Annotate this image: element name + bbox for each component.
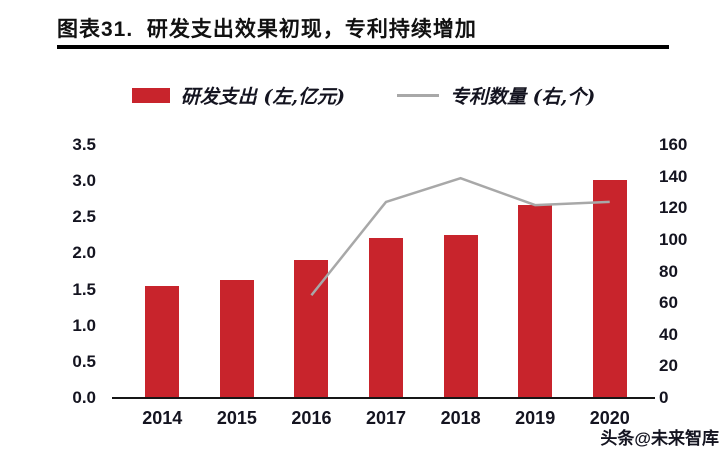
x-axis-label: 2017 (366, 408, 407, 428)
bar-2017 (369, 238, 403, 398)
axis-tick-label: 2.5 (72, 207, 96, 227)
x-axis-label: 2020 (589, 408, 630, 428)
axis-tick-label: 140 (659, 166, 688, 186)
axis-tick-label: 3.0 (72, 171, 96, 191)
axis-tick-label: 3.5 (72, 135, 96, 154)
axis-tick-label: 100 (659, 229, 688, 249)
axis-tick-label: 60 (659, 293, 678, 313)
chart-title: 图表31. 研发支出效果初现，专利持续增加 (57, 18, 477, 41)
title-underline (57, 45, 669, 49)
axis-tick-label: 80 (659, 261, 678, 281)
x-axis-line (112, 397, 655, 399)
left-axis-ticks: 3.5 3.0 2.5 2.0 1.5 1.0 0.5 0.0 (46, 135, 96, 407)
x-axis-label: 2018 (440, 408, 481, 428)
axis-tick-label: 160 (659, 135, 688, 154)
x-axis-labels: 2014 2015 2016 2017 2018 2019 2020 (125, 408, 647, 429)
bar-2020 (592, 180, 627, 398)
axis-tick-label: 40 (659, 324, 678, 344)
axis-tick-label: 0.5 (72, 351, 96, 371)
line-series (310, 176, 610, 296)
legend: 研发支出 (左,亿元) 专利数量 (右,个) (0, 82, 727, 109)
plot-area (125, 145, 647, 398)
x-axis-label: 2015 (216, 408, 257, 428)
bar-2015 (219, 280, 254, 398)
bar-series-label: 研发支出 (左,亿元) (180, 86, 345, 108)
right-axis-ticks: 160 140 120 100 80 60 40 20 0 (659, 135, 709, 407)
bar-2014 (145, 285, 180, 398)
axis-tick-label: 120 (659, 198, 688, 218)
bar-2018 (443, 234, 478, 398)
watermark: 头条@未来智库 (596, 424, 719, 449)
axis-tick-label: 2.0 (72, 243, 96, 263)
x-axis-label: 2016 (291, 408, 332, 428)
line-series-label: 专利数量 (右,个) (450, 86, 596, 108)
x-axis-label: 2014 (142, 408, 183, 428)
axis-tick-label: 20 (659, 356, 678, 376)
legend-item-bar: 研发支出 (左,亿元) (131, 82, 345, 109)
legend-item-line: 专利数量 (右,个) (397, 82, 595, 109)
axis-tick-label: 0.0 (72, 388, 96, 407)
line-series-swatch (397, 94, 439, 97)
bar-series-swatch (131, 88, 170, 103)
bar-2019 (518, 205, 553, 398)
axis-tick-label: 0 (659, 388, 669, 407)
axis-tick-label: 1.0 (72, 315, 96, 335)
axis-tick-label: 1.5 (72, 279, 96, 299)
x-axis-label: 2019 (515, 408, 556, 428)
